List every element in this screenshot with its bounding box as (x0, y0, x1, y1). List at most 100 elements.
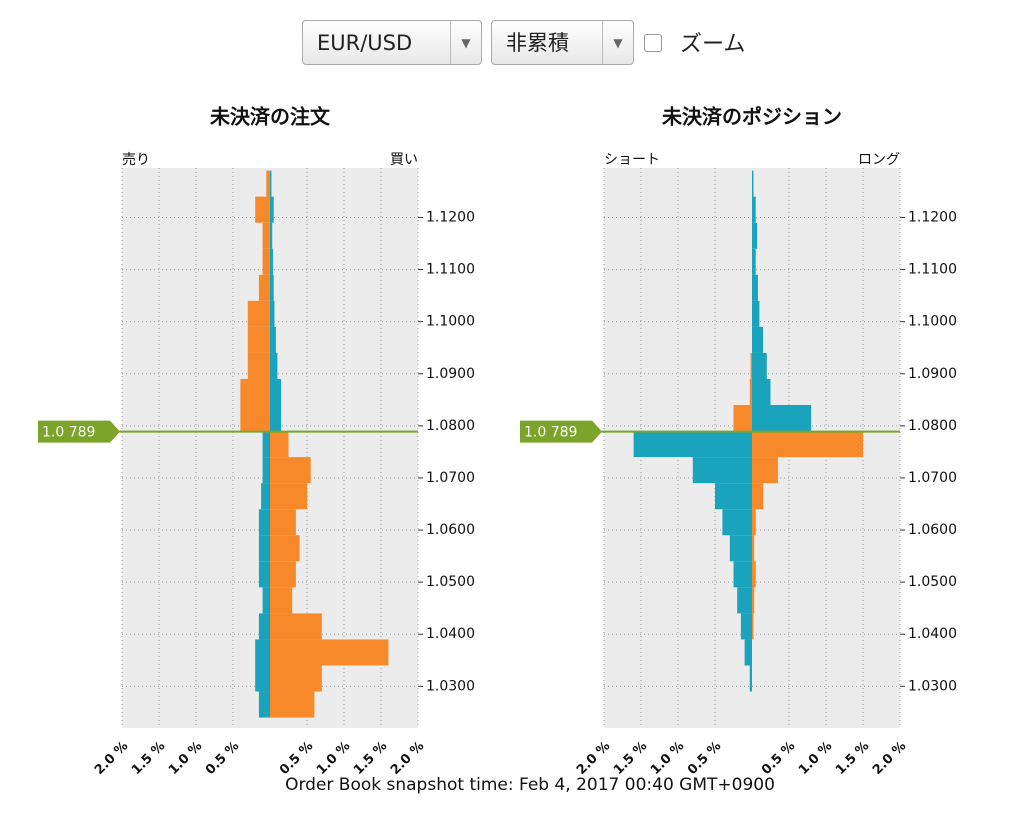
bar (258, 274, 270, 301)
y-tick-label: 1.1200 (426, 209, 475, 225)
bar (752, 561, 756, 588)
bar (262, 248, 270, 275)
bar (262, 457, 270, 484)
current-price-tag (520, 420, 602, 443)
bar (255, 196, 270, 223)
x-tick-label: 1.0 % (796, 739, 835, 778)
bar (258, 509, 270, 536)
bar (270, 457, 311, 484)
y-tick-label: 1.0300 (908, 678, 957, 694)
right-side-label: 買い (390, 152, 418, 168)
y-tick-label: 1.1000 (426, 314, 475, 330)
pair-select[interactable]: EUR/USD ▼ (302, 20, 482, 65)
bar (752, 457, 778, 484)
bar (752, 274, 758, 301)
y-tick-label: 1.1100 (426, 262, 475, 278)
y-tick-label: 1.0900 (908, 366, 957, 382)
bar (752, 326, 764, 353)
bar (752, 483, 764, 510)
bar (270, 665, 322, 692)
bar (270, 587, 293, 614)
x-tick-label: 1.0 % (648, 739, 687, 778)
x-tick-label: 1.0 % (166, 739, 205, 778)
zoom-label: ズーム (680, 32, 746, 57)
bar (737, 587, 752, 614)
bar (752, 222, 758, 249)
y-tick-label: 1.0800 (908, 418, 957, 434)
x-tick-label: 0.5 % (203, 739, 242, 778)
bar (247, 352, 270, 379)
x-tick-label: 0.5 % (759, 739, 798, 778)
chart-title: 未決済の注文 (210, 105, 331, 129)
mode-text: 非累積 (506, 31, 569, 55)
y-tick-label: 1.0700 (426, 470, 475, 486)
bar (692, 457, 752, 484)
bar (270, 509, 296, 536)
bar (255, 665, 270, 692)
y-tick-label: 1.1000 (908, 314, 957, 330)
current-price-label: 1.0 789 (524, 425, 577, 441)
bar (270, 326, 276, 353)
y-tick-label: 1.0800 (426, 418, 475, 434)
bar (733, 405, 752, 432)
bar (270, 170, 272, 197)
bar (749, 378, 752, 406)
x-tick-label: 1.0 % (314, 739, 353, 778)
bar (270, 613, 322, 640)
footer: Order Book snapshot time: Feb 4, 2017 00… (285, 775, 775, 795)
bar (240, 405, 270, 432)
bar (750, 352, 752, 379)
left-side-label: ショート (604, 152, 660, 168)
bar (258, 613, 270, 640)
mode-select[interactable]: 非累積 ▼ (491, 20, 634, 65)
current-price-tag (38, 420, 120, 443)
bar (270, 535, 300, 562)
bar (752, 170, 754, 197)
x-tick-label: 2.0 % (574, 739, 613, 778)
dropdown-arrow: ▼ (602, 21, 633, 64)
bar (270, 561, 296, 588)
bar (270, 274, 274, 301)
bar (752, 431, 863, 458)
y-tick-label: 1.0500 (908, 574, 957, 590)
bar (247, 326, 270, 353)
bar (752, 378, 771, 406)
y-tick-label: 1.0400 (908, 626, 957, 642)
bar (258, 535, 270, 562)
x-tick-label: 2.0 % (870, 739, 909, 778)
bar (270, 405, 282, 432)
y-tick-label: 1.0600 (426, 522, 475, 538)
bar (270, 196, 274, 223)
bar (749, 665, 752, 692)
bar (270, 222, 273, 249)
left-side-label: 売り (122, 152, 150, 168)
bar (258, 561, 270, 588)
bar (752, 196, 756, 223)
x-tick-label: 1.5 % (611, 739, 650, 778)
zoom-checkbox[interactable] (644, 34, 662, 52)
x-tick-label: 2.0 % (388, 739, 427, 778)
bar (752, 352, 767, 379)
right-side-label: ロング (858, 152, 900, 168)
x-tick-label: 0.5 % (685, 739, 724, 778)
bar (270, 639, 389, 666)
bar (733, 561, 752, 588)
y-tick-label: 1.0600 (908, 522, 957, 538)
bar (270, 431, 289, 458)
bar (752, 509, 756, 536)
current-price-label: 1.0 789 (42, 425, 95, 441)
dropdown-arrow: ▼ (450, 21, 481, 64)
bar (270, 691, 315, 718)
bar (729, 535, 752, 562)
x-tick-label: 1.5 % (351, 739, 390, 778)
y-tick-label: 1.1200 (908, 209, 957, 225)
bar (240, 378, 270, 406)
y-tick-label: 1.0300 (426, 678, 475, 694)
bar (752, 535, 755, 562)
x-tick-label: 0.5 % (277, 739, 316, 778)
bar (722, 509, 752, 536)
bar (740, 613, 752, 640)
bar (715, 483, 752, 510)
bar (752, 587, 755, 614)
bar (752, 300, 760, 327)
